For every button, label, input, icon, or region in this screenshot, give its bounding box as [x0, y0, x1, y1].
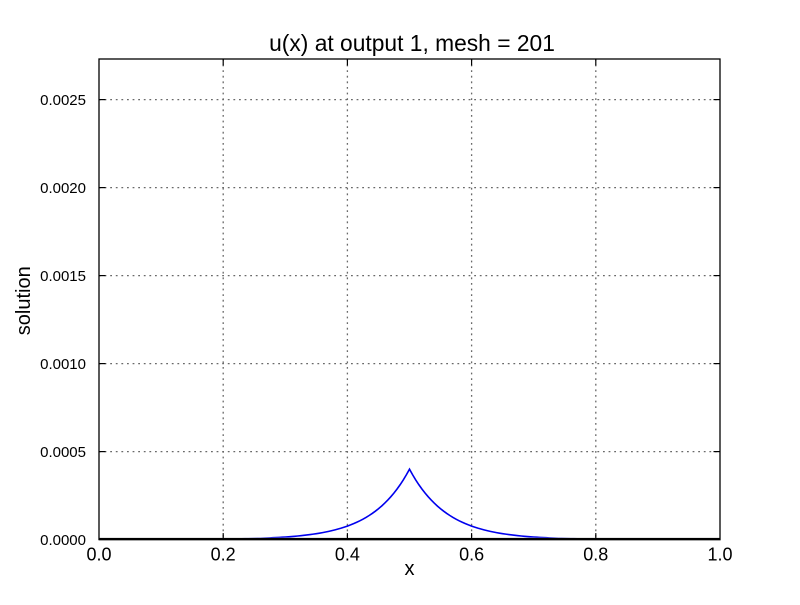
svg-text:solution: solution	[13, 266, 35, 335]
svg-text:0.0025: 0.0025	[40, 92, 86, 109]
svg-text:0.0005: 0.0005	[40, 444, 86, 461]
svg-text:0.4: 0.4	[335, 545, 360, 565]
svg-text:0.0010: 0.0010	[40, 356, 86, 373]
svg-text:x: x	[405, 558, 415, 580]
svg-text:1.0: 1.0	[707, 545, 732, 565]
svg-text:0.0015: 0.0015	[40, 268, 86, 285]
svg-text:0.0000: 0.0000	[40, 532, 86, 549]
svg-text:0.6: 0.6	[459, 545, 484, 565]
svg-text:0.2: 0.2	[211, 545, 236, 565]
svg-text:0.8: 0.8	[583, 545, 608, 565]
svg-text:u(x) at output 1, mesh = 201: u(x) at output 1, mesh = 201	[269, 30, 555, 56]
svg-text:0.0: 0.0	[86, 545, 111, 565]
svg-text:0.0020: 0.0020	[40, 180, 86, 197]
